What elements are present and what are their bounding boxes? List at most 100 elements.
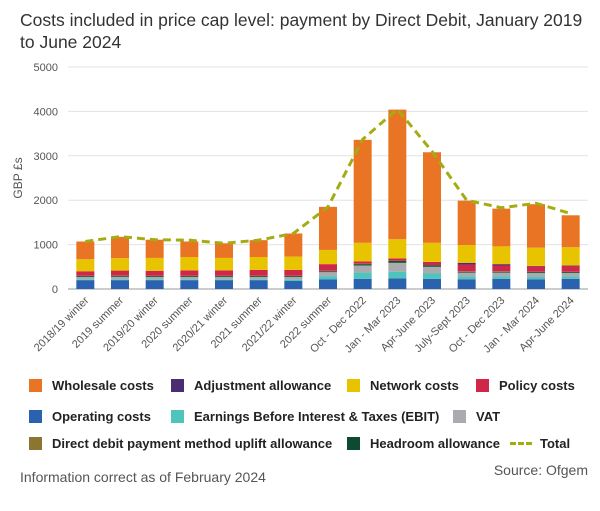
bar-segment [423,278,441,289]
bar-segment [215,257,233,271]
bar-segment [457,271,476,273]
legend-item-vat[interactable]: VAT [453,409,500,424]
bar-segment [111,280,129,289]
bar-segment [353,139,372,243]
bar-segment [388,261,407,263]
legend-item-dd-uplift[interactable]: Direct debit payment method uplift allow… [29,436,332,451]
bar-segment [76,241,95,260]
bar-segment [423,242,441,262]
bar-segment [492,278,511,289]
bar-segment [457,200,476,246]
bar-segment [492,265,511,272]
bar-segment [249,280,268,289]
bar-segment [145,270,164,276]
bar-segment [249,269,268,276]
bar-segment [457,272,476,277]
bar-segment [423,152,441,243]
legend-item-ebit[interactable]: Earnings Before Interest & Taxes (EBIT) [171,409,439,424]
bar-segment [457,262,476,265]
bar-segment [423,261,441,266]
y-axis-label: GBP £s [11,157,25,198]
legend-label: Policy costs [499,378,575,393]
legend-swatch [347,437,360,450]
bar-segment [527,247,545,266]
y-tick-label: 5000 [34,62,58,74]
bar-segment [353,278,372,289]
bar-segment [353,264,372,266]
bar-segment [561,278,580,289]
bar-segment [180,277,199,280]
bar-segment [353,242,372,262]
bar-segment [249,276,268,278]
bar-segment [180,279,199,281]
legend-item-operating[interactable]: Operating costs [29,409,151,424]
bar-segment [527,277,545,280]
legend-label: Direct debit payment method uplift allow… [52,436,333,451]
bar-segment [249,277,268,280]
legend-swatch [347,379,360,392]
bar-segment [215,277,233,280]
legend-item-headroom[interactable]: Headroom allowance [347,436,500,451]
legend-item-network[interactable]: Network costs [347,378,459,393]
bar-segment [145,276,164,278]
bar-segment [145,257,164,271]
bar-segment [492,271,511,273]
bar-segment [561,272,580,274]
bar-segment [111,276,129,280]
bar-segment [319,276,337,280]
total-line [85,107,572,245]
legend-label: Headroom allowance [370,436,501,451]
bar-segment [492,276,511,279]
bar-segment [423,265,441,267]
legend-item-total[interactable]: Total [510,436,570,451]
legend-label: Operating costs [52,409,151,424]
legend-swatch [453,410,466,423]
bar-segment [215,280,233,289]
legend-label: Wholesale costs [52,378,154,393]
legend-label: Network costs [370,378,459,393]
y-tick-label: 1000 [34,240,58,252]
bar-segment [215,243,233,258]
bar-segment [284,279,303,282]
bar-segment [561,215,580,248]
bar-segment [388,278,407,289]
bar-segment [76,271,95,276]
bar-segment [457,279,476,289]
legend-label: VAT [476,409,501,424]
bar-segment [561,247,580,266]
legend-swatch [29,410,42,423]
bar-segment [319,206,337,250]
bar-segment [145,280,164,289]
bar-segment [527,273,545,278]
legend-swatch [29,379,42,392]
bar-segment [353,272,372,279]
bar-segment [423,266,441,274]
bar-segment [215,270,233,276]
bar-segment [215,279,233,281]
bar-segment [284,233,303,257]
bar-segment [180,257,199,271]
bar-segment [492,272,511,277]
bar-segment [249,279,268,281]
source-note: Source: Ofgem [493,462,588,478]
legend-label: Adjustment allowance [194,378,332,393]
chart-title: Costs included in price cap level: payme… [20,10,583,52]
legend-item-wholesale[interactable]: Wholesale costs [29,378,154,393]
legend-item-adjustment[interactable]: Adjustment allowance [171,378,331,393]
bar-segment [319,271,337,273]
bar-segment [423,273,441,279]
bar-segment [215,276,233,278]
bar-segment [319,272,337,277]
bar-segment [249,240,268,258]
bar-segment [76,276,95,278]
legend-item-policy[interactable]: Policy costs [476,378,575,393]
bar-segment [249,257,268,270]
bar-segment [492,208,511,247]
y-tick-label: 0 [52,284,58,296]
bar-segment [111,279,129,281]
bar-segment [353,261,372,264]
bar-segment [388,271,407,279]
bar-segment [145,279,164,281]
y-tick-label: 2000 [34,195,58,207]
legend-swatch [171,410,184,423]
